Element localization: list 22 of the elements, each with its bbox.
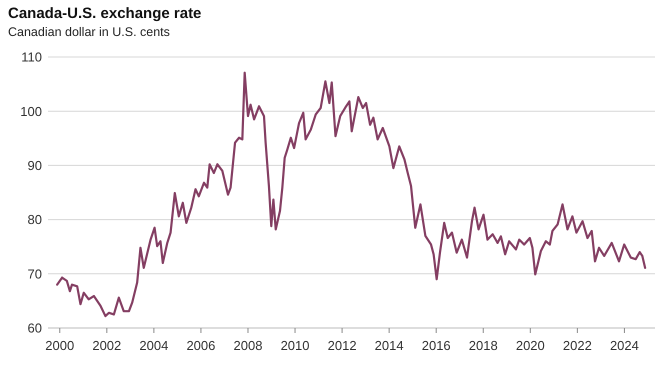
chart-subtitle: Canadian dollar in U.S. cents (8, 25, 170, 39)
y-tick-label: 70 (28, 266, 42, 282)
x-tick-label: 2008 (234, 338, 262, 353)
y-tick-label: 80 (28, 212, 42, 228)
y-tick-label: 60 (28, 320, 42, 336)
x-tick-label: 2018 (468, 338, 498, 353)
x-tick-label: 2016 (422, 338, 451, 353)
x-tick-label: 2014 (374, 338, 404, 353)
line-series (56, 72, 646, 318)
x-tick-label: 2000 (45, 338, 74, 353)
x-tick-label: 2002 (92, 338, 122, 353)
y-tick-label: 110 (21, 50, 42, 65)
x-tick-label: 2022 (562, 338, 592, 353)
x-tick-label: 2020 (516, 338, 545, 353)
y-tick-label: 90 (28, 158, 42, 173)
y-tick-label: 100 (20, 104, 42, 119)
x-tick-label: 2012 (328, 338, 357, 353)
x-tick-label: 2010 (280, 338, 310, 353)
x-tick-label: 2006 (186, 338, 216, 353)
chart-title: Canada-U.S. exchange rate (8, 5, 202, 22)
x-tick-label: 2004 (139, 338, 168, 353)
x-tick-label: 2024 (610, 338, 639, 353)
